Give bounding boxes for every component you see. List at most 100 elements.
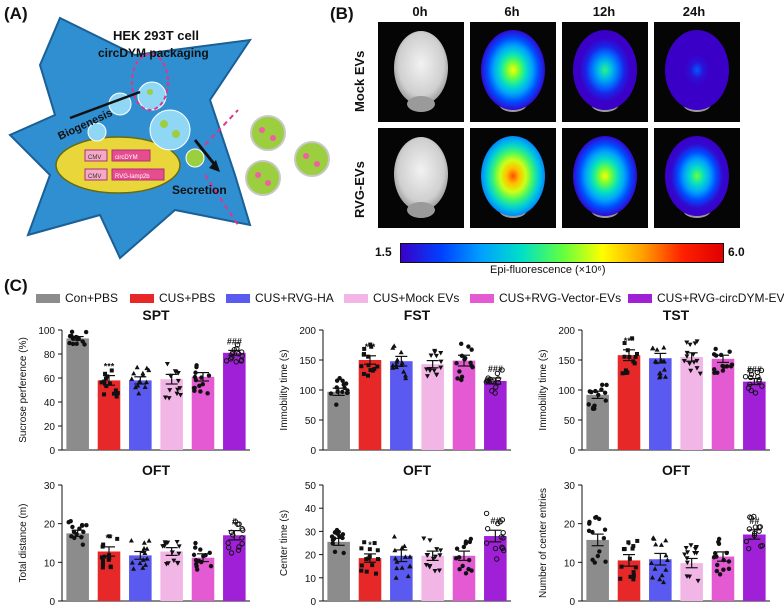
data-point — [359, 546, 364, 551]
ev-inner-2 — [172, 130, 180, 138]
data-point — [457, 369, 462, 374]
significance-label: ** — [105, 533, 113, 543]
data-point — [620, 371, 625, 376]
data-point — [198, 547, 203, 552]
data-point — [685, 550, 691, 555]
secretion-label: Secretion — [172, 183, 227, 197]
y-tick-label: 0 — [49, 597, 55, 606]
plasmid-box-3 — [84, 168, 108, 181]
significance-label: *** — [104, 362, 115, 372]
data-point — [468, 360, 473, 365]
ev-out-dot-2 — [270, 135, 276, 141]
data-point — [684, 340, 690, 346]
data-point — [619, 564, 624, 569]
brain-image — [394, 31, 448, 105]
secretion-arrowhead — [209, 160, 220, 172]
data-point — [661, 367, 667, 372]
data-point — [115, 391, 120, 396]
ev-inner-1 — [160, 120, 168, 128]
data-point — [587, 521, 592, 526]
data-point — [438, 548, 444, 553]
data-point — [131, 370, 137, 376]
data-point — [375, 557, 380, 562]
data-point — [113, 388, 118, 393]
significance-label: * — [627, 541, 631, 551]
vesicle-4 — [149, 109, 191, 151]
data-point — [687, 574, 693, 580]
bar — [390, 361, 413, 450]
data-point — [193, 540, 198, 546]
data-point — [143, 562, 149, 567]
data-point — [759, 383, 765, 389]
data-point — [424, 367, 430, 372]
data-point — [748, 368, 754, 374]
bar — [358, 360, 382, 450]
significance-label: ### — [488, 364, 503, 374]
data-point — [681, 359, 687, 364]
data-point — [628, 574, 633, 579]
data-point — [162, 395, 168, 400]
data-point — [99, 555, 104, 560]
y-tick-label: 100 — [299, 386, 316, 397]
colorbar — [400, 243, 724, 263]
data-point — [394, 357, 400, 362]
data-point — [438, 351, 444, 356]
data-point — [361, 371, 366, 376]
data-point — [137, 560, 143, 566]
data-point — [661, 579, 667, 585]
data-point — [663, 552, 669, 558]
y-tick-label: 0 — [569, 597, 575, 606]
data-point — [492, 545, 499, 552]
data-point — [105, 374, 110, 379]
data-point — [175, 371, 181, 376]
plasmid-box-2 — [111, 149, 151, 162]
data-point — [191, 552, 197, 558]
colorbar-label: Epi-fluorescence (×10⁶) — [490, 264, 606, 276]
y-tick-label: 10 — [564, 558, 576, 569]
data-point — [225, 540, 231, 546]
bar — [484, 536, 507, 601]
data-point — [687, 342, 693, 348]
data-point — [727, 349, 732, 354]
data-point — [405, 573, 411, 579]
data-point — [631, 577, 636, 582]
data-point — [239, 535, 245, 541]
data-point — [423, 563, 429, 568]
data-point — [663, 567, 669, 572]
data-point — [68, 518, 73, 524]
timepoint-label: 12h — [592, 4, 616, 19]
ev-out-dot-1 — [259, 127, 265, 133]
data-point — [206, 373, 212, 378]
fluorescence-signal — [573, 136, 637, 216]
data-point — [431, 368, 437, 374]
legend-label: CUS+RVG-HA — [255, 291, 334, 305]
data-point — [200, 382, 205, 387]
data-point — [109, 368, 114, 373]
data-point — [165, 561, 171, 566]
data-point — [69, 329, 75, 335]
data-point — [143, 379, 149, 385]
data-point — [330, 541, 335, 546]
y-tick-label: 60 — [44, 374, 56, 385]
y-axis-label: Number of center entries — [538, 488, 549, 598]
data-point — [340, 389, 345, 395]
ev-out-dot-6 — [265, 180, 271, 186]
data-point — [115, 536, 120, 541]
data-point — [688, 543, 694, 548]
data-point — [747, 374, 754, 381]
data-point — [436, 568, 442, 574]
data-point — [661, 358, 667, 363]
data-point — [695, 578, 701, 584]
ev-out-1 — [250, 115, 286, 151]
data-point — [438, 365, 444, 371]
data-point — [604, 382, 609, 388]
data-point — [403, 375, 409, 381]
y-tick-label: 20 — [305, 551, 317, 562]
data-point — [713, 551, 718, 556]
data-point — [100, 544, 105, 549]
data-point — [164, 361, 170, 367]
data-point — [69, 333, 74, 339]
brain-image — [394, 137, 448, 211]
data-point — [489, 388, 495, 394]
bar — [421, 364, 444, 450]
